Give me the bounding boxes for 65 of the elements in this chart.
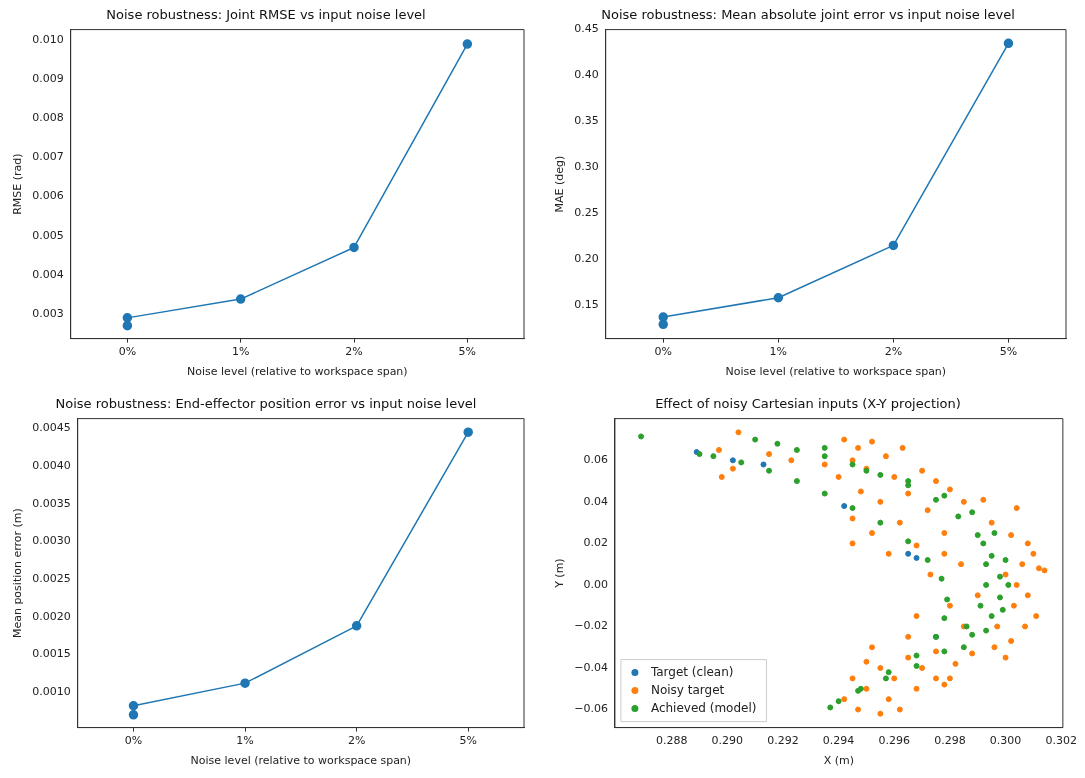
y-tick-label: −0.04 <box>574 660 608 674</box>
x-tick-label: 0.300 <box>989 734 1022 748</box>
y-axis-title: Mean position error (m) <box>11 508 25 639</box>
x-tick-label: 0.302 <box>1045 734 1077 748</box>
y-tick-label: 0.0010 <box>32 685 71 699</box>
y-axis-title: MAE (deg) <box>553 155 567 213</box>
y-tick-label: 0.15 <box>574 297 599 311</box>
x-tick-label: 0% <box>124 734 143 748</box>
y-tick-label: 0.04 <box>583 494 608 508</box>
y-tick-label: 0.0030 <box>32 534 71 548</box>
y-tick-label: 0.20 <box>574 252 599 266</box>
y-axis-title: Y (m) <box>553 558 567 589</box>
y-tick-label: 0.010 <box>32 33 64 47</box>
x-axis-title: Noise level (relative to workspace span) <box>187 365 408 379</box>
y-tick-label: 0.003 <box>32 306 64 320</box>
chart-title: Effect of noisy Cartesian inputs (X-Y projection) <box>655 396 961 412</box>
x-tick-label: 0.290 <box>711 734 744 748</box>
y-tick-label: 0.35 <box>574 114 599 128</box>
x-axis-title: Noise level (relative to workspace span) <box>725 365 947 379</box>
x-tick-label: 0.296 <box>878 734 911 748</box>
y-tick-label: 0.006 <box>32 189 64 203</box>
y-tick-label: 0.009 <box>32 72 64 86</box>
y-tick-label: 0.005 <box>32 228 64 242</box>
x-tick-label: 0.298 <box>934 734 966 748</box>
x-tick-label: 0% <box>654 345 672 359</box>
x-tick-label: 0.292 <box>767 734 799 748</box>
y-tick-label: 0.004 <box>32 267 64 281</box>
y-tick-label: −0.02 <box>574 619 608 633</box>
x-tick-label: 1% <box>236 734 254 748</box>
x-tick-label: 5% <box>999 345 1018 359</box>
legend-label: Noisy target <box>650 682 725 697</box>
x-tick-label: 1% <box>769 345 788 359</box>
y-tick-label: −0.06 <box>574 702 608 716</box>
y-tick-label: 0.0040 <box>32 458 71 472</box>
y-tick-label: 0.007 <box>32 150 64 164</box>
x-axis-title: Noise level (relative to workspace span) <box>190 754 412 768</box>
x-tick-label: 0.294 <box>822 734 855 748</box>
x-tick-label: 2% <box>347 734 366 748</box>
x-tick-label: 1% <box>231 345 250 359</box>
legend-label: Target (clean) <box>649 664 734 679</box>
y-tick-label: 0.25 <box>574 206 599 220</box>
y-tick-label: 0.008 <box>32 111 64 125</box>
x-tick-label: 0.288 <box>655 734 688 748</box>
y-tick-label: 0.30 <box>574 160 599 174</box>
y-tick-label: 0.0025 <box>32 571 71 585</box>
x-tick-label: 2% <box>345 345 363 359</box>
y-tick-label: 0.02 <box>583 536 608 550</box>
y-tick-label: 0.0020 <box>32 609 71 623</box>
y-tick-label: 0.0015 <box>32 647 71 661</box>
chart-title: Noise robustness: Joint RMSE vs input noise level <box>106 7 426 23</box>
y-tick-label: 0.06 <box>583 453 608 467</box>
y-tick-label: 0.40 <box>574 68 599 82</box>
x-axis-title: X (m) <box>823 754 855 768</box>
x-tick-label: 5% <box>458 345 477 359</box>
y-tick-label: 0.00 <box>583 577 608 591</box>
y-tick-label: 0.45 <box>574 22 599 36</box>
chart-title: Noise robustness: End-effector position error vs input noise level <box>55 396 477 412</box>
x-tick-label: 2% <box>884 345 903 359</box>
x-tick-label: 5% <box>459 734 477 748</box>
chart-title: Noise robustness: Mean absolute joint error vs input noise level <box>601 7 1015 23</box>
y-tick-label: 0.0035 <box>32 496 71 510</box>
y-tick-label: 0.0045 <box>32 421 71 435</box>
legend-label: Achieved (model) <box>650 700 757 715</box>
x-tick-label: 0% <box>118 345 137 359</box>
y-axis-title: RMSE (rad) <box>11 153 25 215</box>
